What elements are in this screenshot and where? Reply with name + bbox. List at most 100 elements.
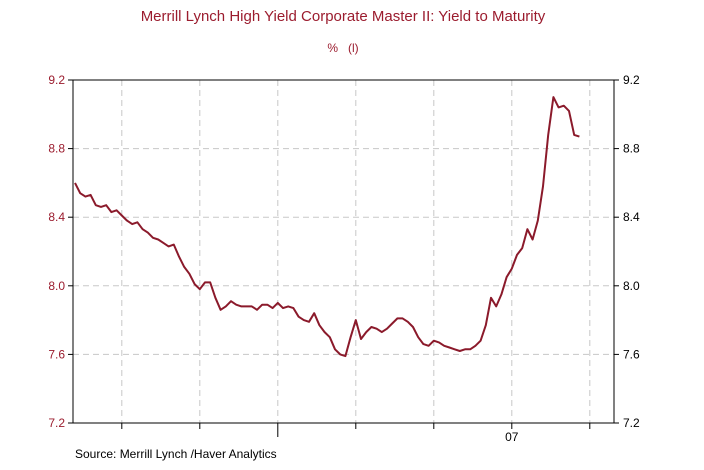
data-point [324, 331, 326, 333]
data-point [386, 328, 388, 330]
data-point [131, 223, 133, 225]
data-point [173, 244, 175, 246]
data-point [116, 209, 118, 211]
data-point [308, 321, 310, 323]
data-point [105, 204, 107, 206]
data-point [459, 350, 461, 352]
data-point [511, 268, 513, 270]
data-point [428, 345, 430, 347]
y-tick-label-right: 9.2 [623, 73, 640, 87]
data-point [334, 348, 336, 350]
y-tick-label-right: 7.2 [623, 416, 640, 430]
data-point [412, 326, 414, 328]
data-point [277, 302, 279, 304]
y-tick-label-left: 8.0 [48, 279, 65, 293]
plot-frame [72, 79, 615, 424]
data-point [126, 220, 128, 222]
data-point [204, 281, 206, 283]
y-tick-label-left: 7.2 [48, 416, 65, 430]
data-point [74, 182, 76, 184]
data-point [526, 228, 528, 230]
data-point [251, 305, 253, 307]
data-point [183, 266, 185, 268]
y-tick-label-right: 8.4 [623, 210, 640, 224]
data-point [469, 348, 471, 350]
data-point [407, 321, 409, 323]
data-point [100, 206, 102, 208]
data-point [464, 348, 466, 350]
data-point [220, 309, 222, 311]
data-point [162, 242, 164, 244]
data-point [266, 304, 268, 306]
axis-ticks [68, 79, 619, 437]
data-point [490, 297, 492, 299]
data-point [110, 211, 112, 213]
data-point [235, 304, 237, 306]
x-tick-label: 07 [505, 430, 519, 444]
data-point [329, 336, 331, 338]
data-point [480, 340, 482, 342]
data-point [292, 307, 294, 309]
data-point [396, 317, 398, 319]
data-point [422, 343, 424, 345]
data-point [209, 281, 211, 283]
y-axis-left: 9.2 8.8 8.4 8.0 7.6 7.2 [48, 73, 65, 430]
data-point [537, 220, 539, 222]
data-point [381, 331, 383, 333]
source-note: Source: Merrill Lynch /Haver Analytics [75, 447, 277, 461]
data-point [282, 307, 284, 309]
chart-subtitle: % (l) [327, 41, 358, 55]
data-point [142, 228, 144, 230]
data-point [272, 307, 274, 309]
data-point [79, 192, 81, 194]
data-point [168, 245, 170, 247]
data-point [552, 96, 554, 98]
data-point [246, 305, 248, 307]
data-point [365, 331, 367, 333]
data-point [230, 300, 232, 302]
data-point [360, 338, 362, 340]
y-tick-label-right: 8.8 [623, 142, 640, 156]
x-axis: 07 [505, 430, 519, 444]
data-point [287, 305, 289, 307]
data-point [417, 336, 419, 338]
data-point [521, 247, 523, 249]
series-points [74, 96, 580, 357]
data-point [339, 353, 341, 355]
data-point [261, 304, 263, 306]
data-point [506, 276, 508, 278]
y-tick-label-left: 7.6 [48, 347, 65, 361]
data-point [152, 237, 154, 239]
data-point [402, 317, 404, 319]
data-point [454, 348, 456, 350]
data-point [318, 324, 320, 326]
data-point [225, 305, 227, 307]
data-point [90, 194, 92, 196]
data-point [391, 323, 393, 325]
data-point [188, 273, 190, 275]
data-point [303, 319, 305, 321]
data-point [214, 297, 216, 299]
data-point [433, 340, 435, 342]
data-point [178, 256, 180, 258]
data-point [95, 204, 97, 206]
data-point [157, 239, 159, 241]
y-tick-label-left: 8.4 [48, 210, 65, 224]
data-point [438, 341, 440, 343]
data-point [500, 293, 502, 295]
data-point [355, 319, 357, 321]
data-point [199, 288, 201, 290]
data-point [495, 305, 497, 307]
data-point [542, 185, 544, 187]
data-point [136, 221, 138, 223]
data-point [240, 305, 242, 307]
y-tick-label-right: 8.0 [623, 279, 640, 293]
data-point [516, 254, 518, 256]
data-point [121, 215, 123, 217]
data-point [485, 324, 487, 326]
y-axis-right: 9.2 8.8 8.4 8.0 7.6 7.2 [623, 73, 640, 430]
data-point [448, 347, 450, 349]
data-point [350, 336, 352, 338]
y-tick-label-left: 8.8 [48, 142, 65, 156]
